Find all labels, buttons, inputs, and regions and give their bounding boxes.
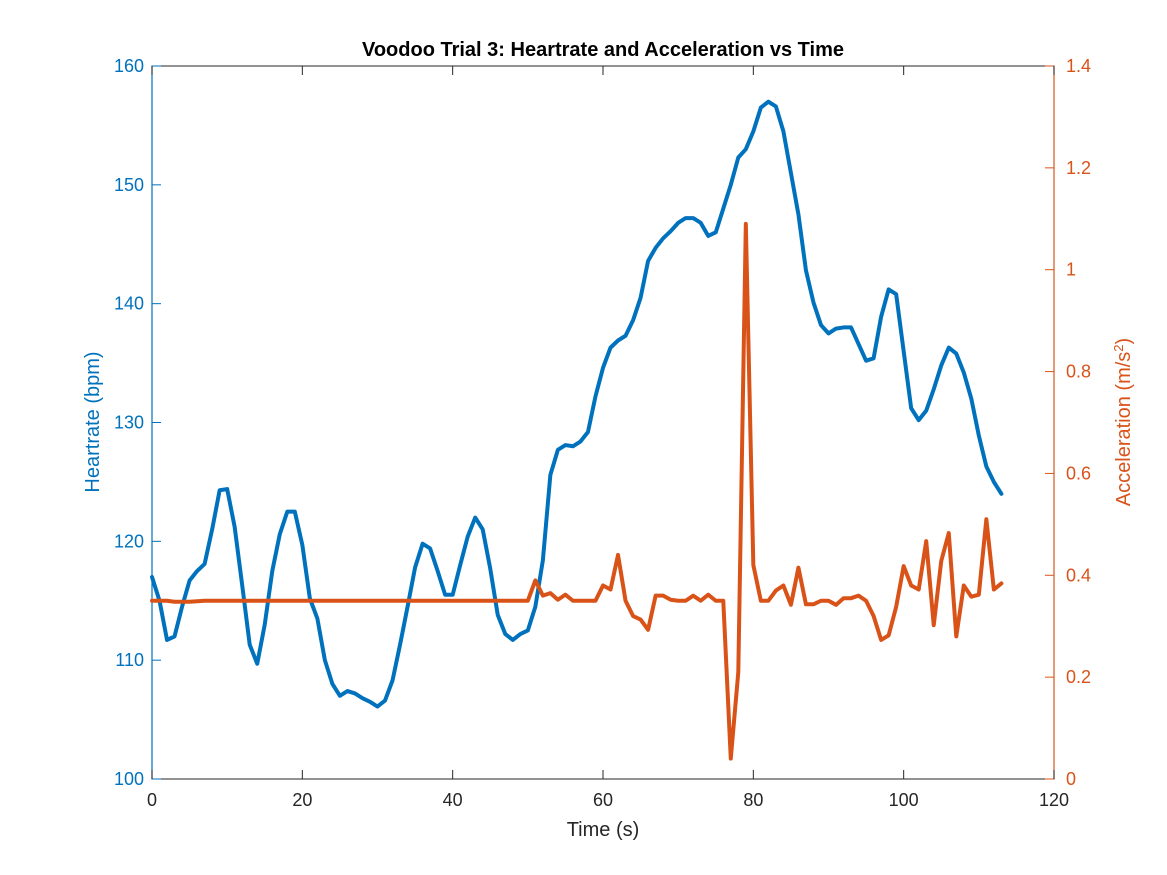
right-y-tick-label: 0.6 (1066, 463, 1091, 483)
x-tick-label: 60 (593, 790, 613, 810)
left-y-tick-label: 160 (114, 56, 144, 76)
right-y-tick-label: 0.2 (1066, 667, 1091, 687)
x-tick-label: 80 (743, 790, 763, 810)
left-y-tick-label: 110 (115, 650, 144, 670)
left-y-tick-label: 130 (114, 413, 144, 433)
chart-title: Voodoo Trial 3: Heartrate and Accelerati… (362, 39, 844, 61)
right-y-axis-label: Acceleration (m/s2) (1111, 338, 1136, 506)
right-y-tick-label: 1 (1066, 260, 1076, 280)
left-y-tick-label: 140 (114, 294, 144, 314)
heartrate-series-line (150, 99, 1004, 709)
left-y-axis: 100 110 120 130 140 150 160 (114, 56, 161, 789)
left-y-tick-label: 100 (114, 769, 144, 789)
series-lines (150, 99, 1004, 761)
acceleration-series-line (150, 221, 1004, 761)
right-y-axis-label-close: ) (1113, 338, 1135, 345)
left-y-tick-label: 150 (114, 175, 144, 195)
x-tick-label: 0 (147, 790, 157, 810)
left-y-tick-label: 120 (114, 531, 144, 551)
right-y-tick-label: 0.4 (1066, 565, 1091, 585)
x-axis: 0 20 40 60 80 100 120 (147, 66, 1069, 810)
right-y-tick-label: 0 (1066, 769, 1076, 789)
x-tick-label: 100 (889, 790, 919, 810)
right-y-tick-label: 0.8 (1066, 362, 1091, 382)
right-y-tick-label: 1.2 (1066, 158, 1091, 178)
x-tick-label: 20 (292, 790, 312, 810)
x-tick-label: 40 (443, 790, 463, 810)
right-y-axis-label-superscript: 2 (1111, 344, 1126, 351)
right-y-axis-label-base: Acceleration (m/s (1113, 352, 1135, 507)
right-y-tick-label: 1.4 (1066, 56, 1091, 76)
x-axis-label: Time (s) (567, 819, 640, 841)
right-y-axis: 0 0.2 0.4 0.6 0.8 1 1.2 1.4 (1045, 56, 1091, 789)
left-y-axis-label: Heartrate (bpm) (82, 351, 104, 492)
x-tick-label: 120 (1039, 790, 1069, 810)
